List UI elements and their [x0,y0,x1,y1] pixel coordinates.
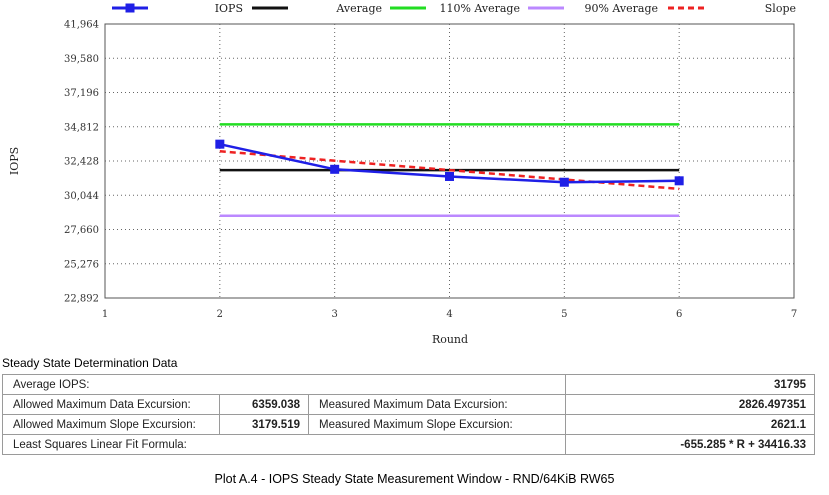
y-tick-label: 34,812 [64,122,99,133]
fit-formula-label: Least Squares Linear Fit Formula: [2,434,566,455]
allowed-slope-excursion-value: 3179.519 [219,414,309,435]
measured-slope-excursion-label: Measured Maximum Slope Excursion: [308,414,566,435]
legend-label-average: Average [335,2,382,15]
steady-state-title: Steady State Determination Data [2,356,178,370]
y-tick-label: 30,044 [64,191,99,202]
legend-label-90-average: 90% Average [584,2,658,15]
x-axis-title: Round [432,333,468,346]
legend-marker-iops [125,3,135,13]
y-tick-label: 37,196 [64,88,99,99]
y-tick-label: 39,580 [64,54,99,65]
y-axis-title: IOPS [8,147,21,175]
average-iops-value: 31795 [565,374,815,395]
fit-formula-value: -655.285 * R + 34416.33 [565,434,815,455]
y-tick-label: 25,276 [64,259,99,270]
chart-legend: IOPS Average 110% Average 90% Average Slope [112,2,796,15]
steady-state-table: Average IOPS: 31795 Allowed Maximum Data… [2,374,815,455]
table-row: Allowed Maximum Data Excursion: 6359.038… [2,394,815,415]
table-row: Least Squares Linear Fit Formula: -655.2… [2,434,815,455]
iops-data-point [330,164,340,174]
iops-data-point [674,176,684,186]
y-tick-label: 27,660 [64,225,99,236]
x-tick-label: 5 [561,309,567,320]
y-tick-label: 41,964 [64,20,99,31]
grid-lines [105,24,794,298]
x-tick-label: 1 [102,309,108,320]
table-row: Average IOPS: 31795 [2,374,815,395]
legend-label-110-average: 110% Average [439,2,520,15]
allowed-slope-excursion-label: Allowed Maximum Slope Excursion: [2,414,220,435]
allowed-data-excursion-label: Allowed Maximum Data Excursion: [2,394,220,415]
x-tick-label: 3 [331,309,337,320]
average-iops-label: Average IOPS: [2,374,566,395]
x-tick-label: 6 [676,309,682,320]
y-axis-ticks: 41,964 39,580 37,196 34,812 32,428 30,044 27,6… [64,20,99,305]
x-axis-ticks: 1 2 3 4 5 6 7 [102,309,797,320]
legend-label-slope: Slope [765,2,796,15]
y-tick-label: 22,892 [64,294,99,305]
measured-slope-excursion-value: 2621.1 [565,414,815,435]
legend-label-iops: IOPS [215,2,243,15]
plot-caption: Plot A.4 - IOPS Steady State Measurement… [214,472,615,486]
y-tick-label: 32,428 [64,157,99,168]
iops-chart: IOPS Average 110% Average 90% Average Slope … [8,2,797,346]
table-row: Allowed Maximum Slope Excursion: 3179.51… [2,414,815,435]
iops-data-point [559,177,569,187]
x-tick-label: 2 [217,309,223,320]
iops-data-point [215,139,225,149]
measured-data-excursion-value: 2826.497351 [565,394,815,415]
allowed-data-excursion-value: 6359.038 [219,394,309,415]
x-tick-label: 4 [446,309,452,320]
x-tick-label: 7 [791,309,797,320]
measured-data-excursion-label: Measured Maximum Data Excursion: [308,394,566,415]
iops-data-point [445,171,454,181]
series-group [215,123,684,218]
